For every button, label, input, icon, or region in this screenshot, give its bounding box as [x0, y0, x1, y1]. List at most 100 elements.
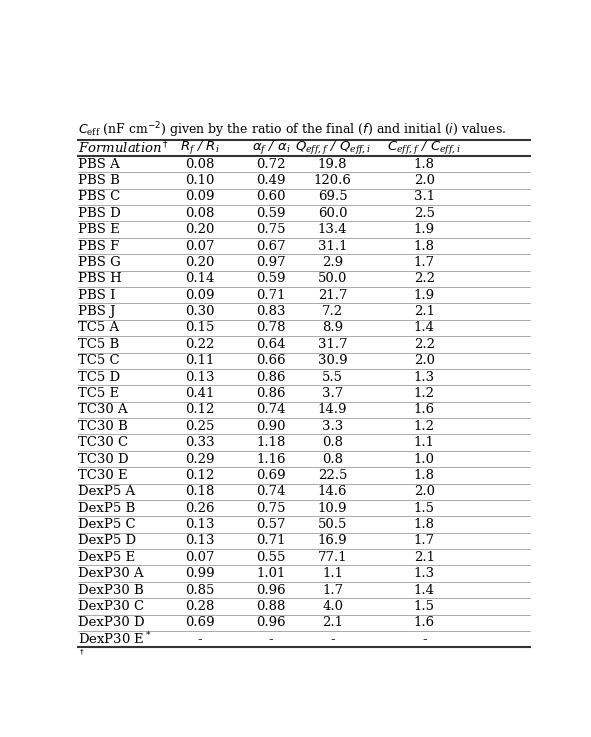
Text: 1.8: 1.8: [414, 240, 435, 253]
Text: TC5 B: TC5 B: [79, 338, 120, 351]
Text: 1.9: 1.9: [414, 289, 435, 301]
Text: 14.6: 14.6: [318, 485, 348, 498]
Text: 2.0: 2.0: [414, 485, 435, 498]
Text: 0.30: 0.30: [185, 305, 215, 318]
Text: 120.6: 120.6: [314, 174, 352, 187]
Text: 2.2: 2.2: [414, 338, 435, 351]
Text: 0.78: 0.78: [256, 321, 285, 335]
Text: 0.96: 0.96: [256, 616, 285, 629]
Text: PBS A: PBS A: [79, 158, 120, 170]
Text: TC5 E: TC5 E: [79, 387, 119, 400]
Text: $Q_\mathregular{eff,f}$ / $Q_\mathregular{eff,i}$: $Q_\mathregular{eff,f}$ / $Q_\mathregula…: [294, 139, 371, 157]
Text: DexP5 A: DexP5 A: [79, 485, 135, 498]
Text: PBS H: PBS H: [79, 272, 122, 285]
Text: 1.2: 1.2: [414, 387, 435, 400]
Text: 60.0: 60.0: [318, 207, 348, 220]
Text: 30.9: 30.9: [318, 354, 348, 367]
Text: 1.8: 1.8: [414, 469, 435, 482]
Text: 0.18: 0.18: [185, 485, 215, 498]
Text: 0.49: 0.49: [256, 174, 285, 187]
Text: 0.83: 0.83: [256, 305, 285, 318]
Text: 22.5: 22.5: [318, 469, 348, 482]
Text: 1.0: 1.0: [414, 453, 435, 466]
Text: 0.74: 0.74: [256, 403, 285, 416]
Text: -: -: [197, 633, 202, 646]
Text: 1.6: 1.6: [414, 403, 435, 416]
Text: 2.0: 2.0: [414, 174, 435, 187]
Text: PBS J: PBS J: [79, 305, 116, 318]
Text: 10.9: 10.9: [318, 502, 348, 514]
Text: 1.1: 1.1: [414, 436, 435, 449]
Text: 0.71: 0.71: [256, 289, 285, 301]
Text: 1.5: 1.5: [414, 502, 435, 514]
Text: 0.71: 0.71: [256, 534, 285, 548]
Text: 0.12: 0.12: [185, 403, 215, 416]
Text: 0.15: 0.15: [185, 321, 215, 335]
Text: 8.9: 8.9: [322, 321, 343, 335]
Text: 1.4: 1.4: [414, 321, 435, 335]
Text: TC5 C: TC5 C: [79, 354, 120, 367]
Text: 0.14: 0.14: [185, 272, 215, 285]
Text: 1.4: 1.4: [414, 584, 435, 596]
Text: 1.9: 1.9: [414, 223, 435, 236]
Text: $\alpha_\mathregular{f}$ / $\alpha_\mathregular{i}$: $\alpha_\mathregular{f}$ / $\alpha_\math…: [252, 139, 290, 157]
Text: 0.69: 0.69: [256, 469, 285, 482]
Text: 1.01: 1.01: [256, 567, 285, 580]
Text: TC30 B: TC30 B: [79, 420, 128, 433]
Text: 4.0: 4.0: [322, 600, 343, 613]
Text: TC30 D: TC30 D: [79, 453, 129, 466]
Text: 0.25: 0.25: [185, 420, 215, 433]
Text: TC30 C: TC30 C: [79, 436, 129, 449]
Text: 1.7: 1.7: [414, 256, 435, 269]
Text: 0.07: 0.07: [185, 551, 215, 564]
Text: 0.86: 0.86: [256, 371, 285, 383]
Text: 50.0: 50.0: [318, 272, 348, 285]
Text: 0.96: 0.96: [256, 584, 285, 596]
Text: 0.28: 0.28: [185, 600, 215, 613]
Text: $C_\mathregular{eff}$ (nF cm$^{-2}$) given by the ratio of the final ($\mathit{f: $C_\mathregular{eff}$ (nF cm$^{-2}$) giv…: [79, 121, 507, 140]
Text: 0.99: 0.99: [185, 567, 215, 580]
Text: TC30 A: TC30 A: [79, 403, 128, 416]
Text: TC5 A: TC5 A: [79, 321, 119, 335]
Text: 1.1: 1.1: [322, 567, 343, 580]
Text: 69.5: 69.5: [318, 190, 348, 203]
Text: DexP30 D: DexP30 D: [79, 616, 145, 629]
Text: 14.9: 14.9: [318, 403, 348, 416]
Text: 0.59: 0.59: [256, 207, 285, 220]
Text: 2.9: 2.9: [322, 256, 343, 269]
Text: 0.60: 0.60: [256, 190, 285, 203]
Text: TC30 E: TC30 E: [79, 469, 128, 482]
Text: 0.66: 0.66: [256, 354, 285, 367]
Text: -: -: [268, 633, 273, 646]
Text: 1.6: 1.6: [414, 616, 435, 629]
Text: $^\dagger$: $^\dagger$: [79, 650, 86, 660]
Text: 31.1: 31.1: [318, 240, 348, 253]
Text: DexP5 D: DexP5 D: [79, 534, 137, 548]
Text: 2.2: 2.2: [414, 272, 435, 285]
Text: -: -: [422, 633, 427, 646]
Text: 21.7: 21.7: [318, 289, 348, 301]
Text: 2.1: 2.1: [414, 305, 435, 318]
Text: DexP30 E$^*$: DexP30 E$^*$: [79, 631, 152, 648]
Text: 0.72: 0.72: [256, 158, 285, 170]
Text: PBS G: PBS G: [79, 256, 121, 269]
Text: 0.64: 0.64: [256, 338, 285, 351]
Text: 77.1: 77.1: [318, 551, 348, 564]
Text: PBS E: PBS E: [79, 223, 120, 236]
Text: 0.97: 0.97: [256, 256, 285, 269]
Text: 0.75: 0.75: [256, 223, 285, 236]
Text: 0.88: 0.88: [256, 600, 285, 613]
Text: 1.8: 1.8: [414, 158, 435, 170]
Text: 0.08: 0.08: [185, 207, 215, 220]
Text: 31.7: 31.7: [318, 338, 348, 351]
Text: DexP5 B: DexP5 B: [79, 502, 136, 514]
Text: 0.29: 0.29: [185, 453, 215, 466]
Text: 1.7: 1.7: [322, 584, 343, 596]
Text: 0.10: 0.10: [185, 174, 215, 187]
Text: 0.8: 0.8: [322, 436, 343, 449]
Text: 0.90: 0.90: [256, 420, 285, 433]
Text: 0.74: 0.74: [256, 485, 285, 498]
Text: 3.1: 3.1: [414, 190, 435, 203]
Text: 19.8: 19.8: [318, 158, 348, 170]
Text: 0.55: 0.55: [256, 551, 285, 564]
